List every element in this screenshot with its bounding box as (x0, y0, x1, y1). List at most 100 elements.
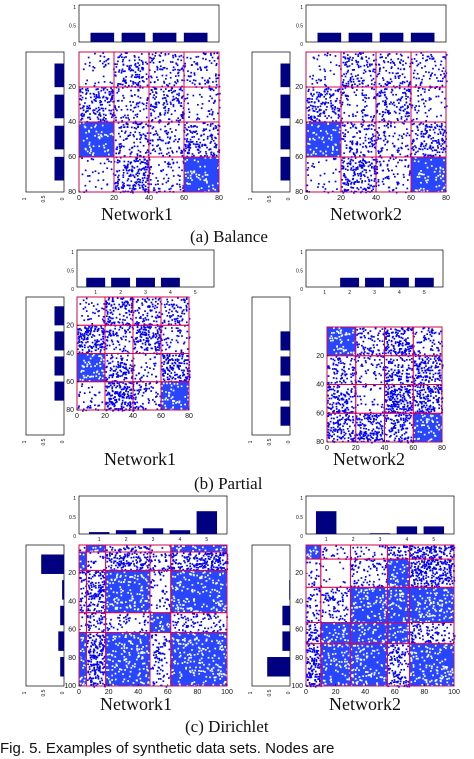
panel-1-net-1-top-bar-4 (414, 277, 434, 287)
panel-0-net-0-top-axis-tick-2: 0 (73, 42, 76, 48)
panel-2-net-0-top-bar-2 (142, 528, 164, 534)
panel-0-net-0-top-axes (78, 4, 220, 43)
panel-2-net-0-matrix-dots (79, 545, 229, 688)
panel-2-net-1-top-tick-label-0: 1 (325, 537, 328, 543)
panel-2-net-1-block-fill-3-2 (350, 622, 388, 644)
panel-a-caption: (a) Balance (190, 227, 268, 246)
panel-1-net-0-xtick-label-4: 80 (185, 413, 193, 420)
panel-a-network1-label: Network1 (101, 204, 173, 224)
panel-0-net-0-ytick-label-2: 40 (68, 119, 76, 126)
panel-2-net-0-block-fill-2-2 (105, 570, 151, 613)
panel-0-net-1-xtick-label-1: 20 (337, 195, 345, 202)
panel-1-net-0-top-tick-label-2: 3 (144, 290, 147, 296)
panel-1-net-1-top-axis-tick-1: 0.5 (296, 269, 303, 275)
panel-2-net-1-top-tick-label-4: 5 (432, 537, 435, 543)
panel-2-net-1-block-fill-2-2 (350, 587, 388, 623)
panel-0-net-1-ytick-label-2: 40 (295, 119, 303, 126)
panel-0-net-1-block-fill-2-0 (306, 122, 341, 157)
panel-2-net-1-ytick-label-1: 20 (295, 570, 303, 577)
panel-2-net-1-xtick-label-4: 80 (421, 689, 429, 696)
panel-0-net-0-top-bar-3 (183, 32, 208, 42)
panel-2-net-0-ytick-label-4: 80 (68, 655, 76, 662)
panel-1-net-1-side-bar-3 (280, 381, 290, 401)
panel-0-net-0-xtick-label-0: 0 (77, 195, 81, 202)
panel-2-net-1-top-axis-tick-1: 0.5 (296, 515, 303, 521)
panel-1-net-1-side-bar-1 (280, 331, 290, 351)
panel-0-net-0-top-axis-tick-0: 1 (73, 5, 76, 11)
panel-1-net-1-xtick-label-1: 20 (352, 445, 360, 452)
panel-2-net-1-top-bar-4 (423, 526, 445, 534)
panel-0-net-1-top-bar-2 (379, 32, 404, 42)
panel-2-net-0-top-tick-label-1: 2 (125, 537, 128, 543)
panel-0-net-1-xtick-label-0: 0 (304, 195, 308, 202)
panel-2-net-1-side-axis-tick-1: 0.5 (267, 689, 273, 696)
panel-1-net-0-side-bar-3 (54, 381, 64, 401)
panel-b-caption: (b) Partial (194, 474, 263, 493)
panel-2-net-1-ytick-label-3: 60 (295, 627, 303, 634)
panel-2-net-0-side-bar-2 (60, 605, 64, 626)
panel-1-net-0-top-axis-tick-2: 0 (71, 287, 74, 293)
panel-1-net-0-side-bar-1 (54, 331, 64, 351)
panel-0-net-1-side-bar-3 (280, 156, 290, 181)
panel-a-network2-label: Network2 (330, 204, 402, 224)
panel-0-net-1-side-bar-1 (280, 94, 290, 119)
panel-2-net-1-block-4-4 (409, 643, 455, 687)
panel-2-net-0-top-axis-tick-0: 1 (73, 496, 76, 502)
panel-1-net-1-group: 1 0.5 0 1 2 3 4 5 1 0.5 0 0 20 40 60 80 20 40 60 80 (248, 249, 446, 452)
panel-1-net-0-top-axis-tick-1: 0.5 (67, 269, 74, 275)
panel-1-net-1-ytick-label-3: 60 (316, 410, 324, 417)
panel-1-net-1-side-bar-2 (280, 356, 290, 376)
panel-1-net-0-xtick-label-0: 0 (75, 413, 79, 420)
panel-0-net-0-group: 1 0.5 0 1 0.5 0 0 20 40 60 80 20 40 60 80 (22, 4, 223, 202)
panel-2-net-0-top-axis-tick-1: 0.5 (69, 515, 76, 521)
panel-0-net-0-xtick-label-2: 40 (145, 195, 153, 202)
panel-1-net-1-block-3-3 (412, 412, 443, 443)
panel-1-net-0-block-3-3 (160, 381, 190, 411)
panel-1-net-1-ytick-label-4: 80 (316, 439, 324, 446)
panel-2-net-1-block-fill-3-3 (387, 622, 410, 644)
panel-2-net-0-top-bar-0 (88, 532, 110, 534)
panel-1-net-1-top-bar-2 (365, 277, 384, 287)
panel-1-net-0-top-bar-2 (136, 277, 155, 287)
panel-2-net-1-side-bar-4 (267, 657, 290, 677)
panel-1-net-1-side-axis-tick-1: 0.5 (267, 438, 273, 445)
panel-0-net-0-top-axis-tick-1: 0.5 (69, 24, 76, 30)
panel-2-net-0-side-bar-0 (41, 554, 64, 574)
panel-2-net-1-side-axis-tick-2: 0 (286, 691, 292, 694)
panel-0-net-0-side-bar-2 (54, 125, 64, 150)
panel-0-net-0-top-bar-2 (152, 32, 177, 42)
panel-0-net-1-xtick-label-3: 60 (407, 195, 415, 202)
panel-1-net-0-xtick-label-3: 60 (157, 413, 165, 420)
panel-2-net-0-block-fill-1-0 (79, 552, 87, 571)
panel-0-net-0-matrix-dots (79, 52, 221, 194)
panel-1-net-1-top-bar-1 (340, 277, 360, 287)
panel-c-network1-label: Network1 (100, 694, 172, 714)
panel-1-net-1-side-bar-4 (280, 406, 290, 426)
panel-1-net-1-xtick-label-4: 80 (438, 445, 446, 452)
panel-1-net-0-ytick-label-3: 60 (66, 379, 74, 386)
panel-0-net-1-side-bar-0 (280, 63, 290, 88)
panel-1-net-0-top-tick-label-4: 5 (194, 290, 197, 296)
panel-1-net-0-top-bar-0 (86, 277, 106, 287)
panel-0-net-1-top-axis-tick-1: 0.5 (296, 24, 303, 30)
panel-2-net-0-top-bar-1 (115, 530, 137, 534)
panel-1-net-0-ytick-label-1: 20 (66, 322, 74, 329)
panel-2-net-1-block-fill-2-4 (409, 587, 454, 623)
panel-2-net-1-top-axis-tick-2: 0 (300, 534, 303, 540)
panel-b-network2-label: Network2 (333, 449, 405, 469)
panel-1-net-0-top-tick-label-3: 4 (169, 290, 172, 296)
panel-1-net-1-top-tick-label-1: 2 (348, 290, 351, 296)
panel-0-net-0-side-axis-tick-0: 1 (22, 197, 28, 200)
panel-0-net-0-side-bar-3 (54, 156, 64, 181)
panel-0-net-1-ytick-label-3: 60 (295, 154, 303, 161)
panel-2-net-1-ytick-label-4: 80 (295, 655, 303, 662)
panel-1-net-0-side-axis-tick-2: 0 (60, 440, 66, 443)
panel-1-net-1-top-axis-tick-0: 1 (300, 250, 303, 256)
panel-0-net-0-side-bar-1 (54, 94, 64, 119)
panel-2-net-0-ytick-label-3: 60 (68, 627, 76, 634)
panel-2-net-1-top-tick-label-1: 2 (352, 537, 355, 543)
panel-2-net-0-xtick-label-3: 60 (164, 689, 172, 696)
panel-2-net-0-group: 1 0.5 0 1 2 3 4 5 1 0.5 0 0 20 40 60 80 100 20 40 60 80 100 (22, 495, 233, 696)
panel-0-net-1-top-bar-0 (317, 32, 342, 42)
